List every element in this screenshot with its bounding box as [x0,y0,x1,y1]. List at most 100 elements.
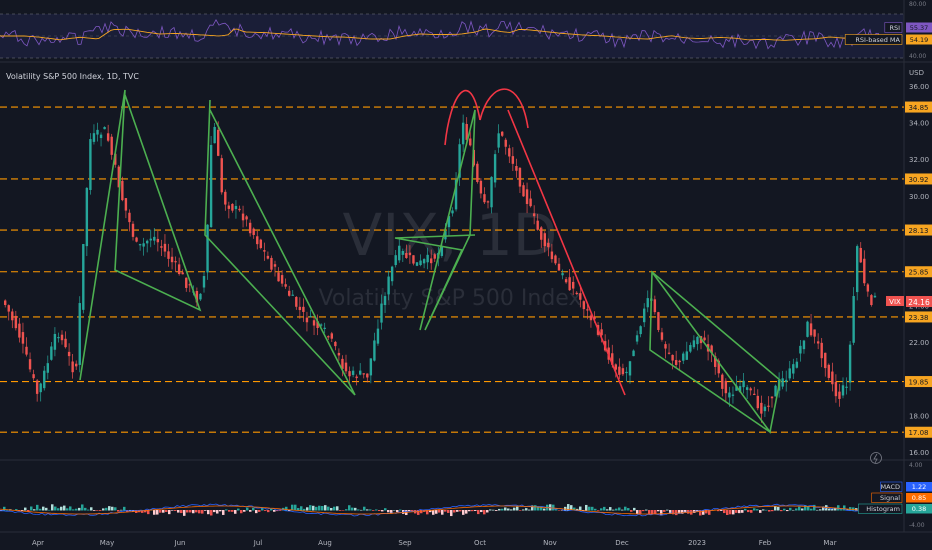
candle-body [142,243,145,247]
macd-histogram-bar [114,507,117,511]
macd-histogram-bar [468,510,471,512]
macd-histogram-bar [330,507,333,511]
macd-histogram-bar [273,510,276,512]
time-axis[interactable]: Apr May Jun Jul Aug Sep Oct Nov Dec 2023 Feb Mar [32,539,837,547]
candle-body [799,345,802,354]
macd-histogram-bar [183,510,186,516]
candle-body [422,259,426,264]
macd-histogram-bar [108,506,111,511]
candle-body [735,385,738,391]
candle-body [575,292,578,295]
candle-body [579,293,582,300]
candle-body [529,198,532,207]
candle-body [185,277,188,288]
candle-body [25,346,28,355]
candle-body [252,228,255,235]
candle-body [767,405,770,407]
macd-histogram-bar [678,510,681,514]
time-tick-label: Sep [398,539,412,547]
candle-body [756,395,759,409]
macd-histogram-bar [648,510,651,514]
macd-histogram-bar [315,506,318,511]
candle-body [710,345,713,353]
green-triangle-2[interactable] [204,99,356,396]
candle-body [568,277,571,291]
candle-body [763,406,767,412]
macd-histogram-bar [123,506,126,511]
candle-body [657,312,660,330]
candle-body [259,239,262,248]
candle-body [461,122,465,145]
candle-body [483,194,486,203]
candle-body [330,333,333,339]
candle-body [486,201,490,203]
macd-histogram-bar [252,507,255,511]
candle-body [348,371,351,377]
candle-body [586,309,589,311]
macd-histogram-bar [69,506,72,511]
level-label-bg [905,376,932,388]
macd-histogram-bar [87,509,90,511]
macd-histogram-bar [228,510,231,512]
chart-title[interactable]: Volatility S&P 500 Index, 1D, TVC [6,72,139,81]
macd-histogram-bar [753,508,756,511]
candle-body [217,129,220,156]
macd-histogram-bar [156,510,159,515]
rsi-legend-value-box [906,34,932,45]
candle-body [501,131,504,136]
macd-histogram-bar [669,510,672,514]
rsi-legend-value: 55.37 [910,24,929,32]
macd-histogram-bar [276,510,279,512]
green-flag[interactable] [394,109,476,331]
candle-body [692,340,696,348]
candle-body [572,281,575,289]
macd-histogram-bar [270,508,273,511]
macd-histogram-bar [501,508,504,511]
candle-body [284,284,287,287]
candle-body [781,378,784,387]
red-trendline[interactable] [507,109,626,396]
macd-histogram-bar [849,507,852,511]
head-shoulder-arc-1[interactable] [444,90,481,146]
candle-body [813,329,816,337]
rsi-legend-name-box [884,22,903,33]
candle-body [802,340,806,350]
macd-histogram-bar [306,507,309,511]
candle-body [405,253,408,258]
macd-histogram-bar [756,509,759,511]
green-triangle-1[interactable] [79,89,202,381]
macd-histogram-bar [210,510,213,516]
macd-histogram-bar [171,510,174,511]
macd-histogram-bar [597,510,600,511]
macd-histogram-bar [408,510,411,511]
candle-body [35,380,39,394]
candle-body [848,344,852,383]
candle-body [841,385,845,396]
level-label-bg [905,101,932,113]
candle-body [373,340,376,361]
head-shoulder-arc-2[interactable] [479,88,529,129]
macd-histogram-bar [732,510,735,515]
candle-body [288,290,291,296]
current-price-value: 24.16 [908,298,930,307]
green-triangle-3[interactable] [649,270,781,434]
current-price-symbol: VIX [889,298,901,306]
macd-histogram-bar [120,509,123,511]
candle-body [557,263,561,271]
candle-body [689,345,692,352]
macd-histogram-bar [174,510,177,511]
macd-histogram-bar [441,510,444,515]
trend-drawings[interactable] [79,88,781,434]
macd-histogram-bar [702,510,705,515]
macd-histogram-bar [189,510,192,513]
macd-histogram-bar [660,510,663,516]
macd-histogram-bar [204,510,207,511]
candle-body [75,363,78,367]
rsi-lines [0,18,880,50]
macd-histogram-bar [372,510,375,511]
macd-histogram-bar [231,510,234,512]
macd-histogram-bar [96,510,99,511]
lightning-icon[interactable] [870,452,882,464]
macd-histogram-bar [225,509,228,511]
